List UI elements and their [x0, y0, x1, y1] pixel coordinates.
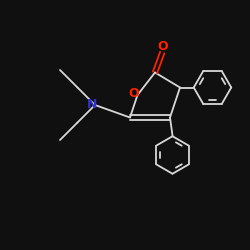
Text: O: O	[157, 40, 168, 53]
Text: N: N	[87, 98, 98, 112]
Text: O: O	[128, 87, 139, 100]
